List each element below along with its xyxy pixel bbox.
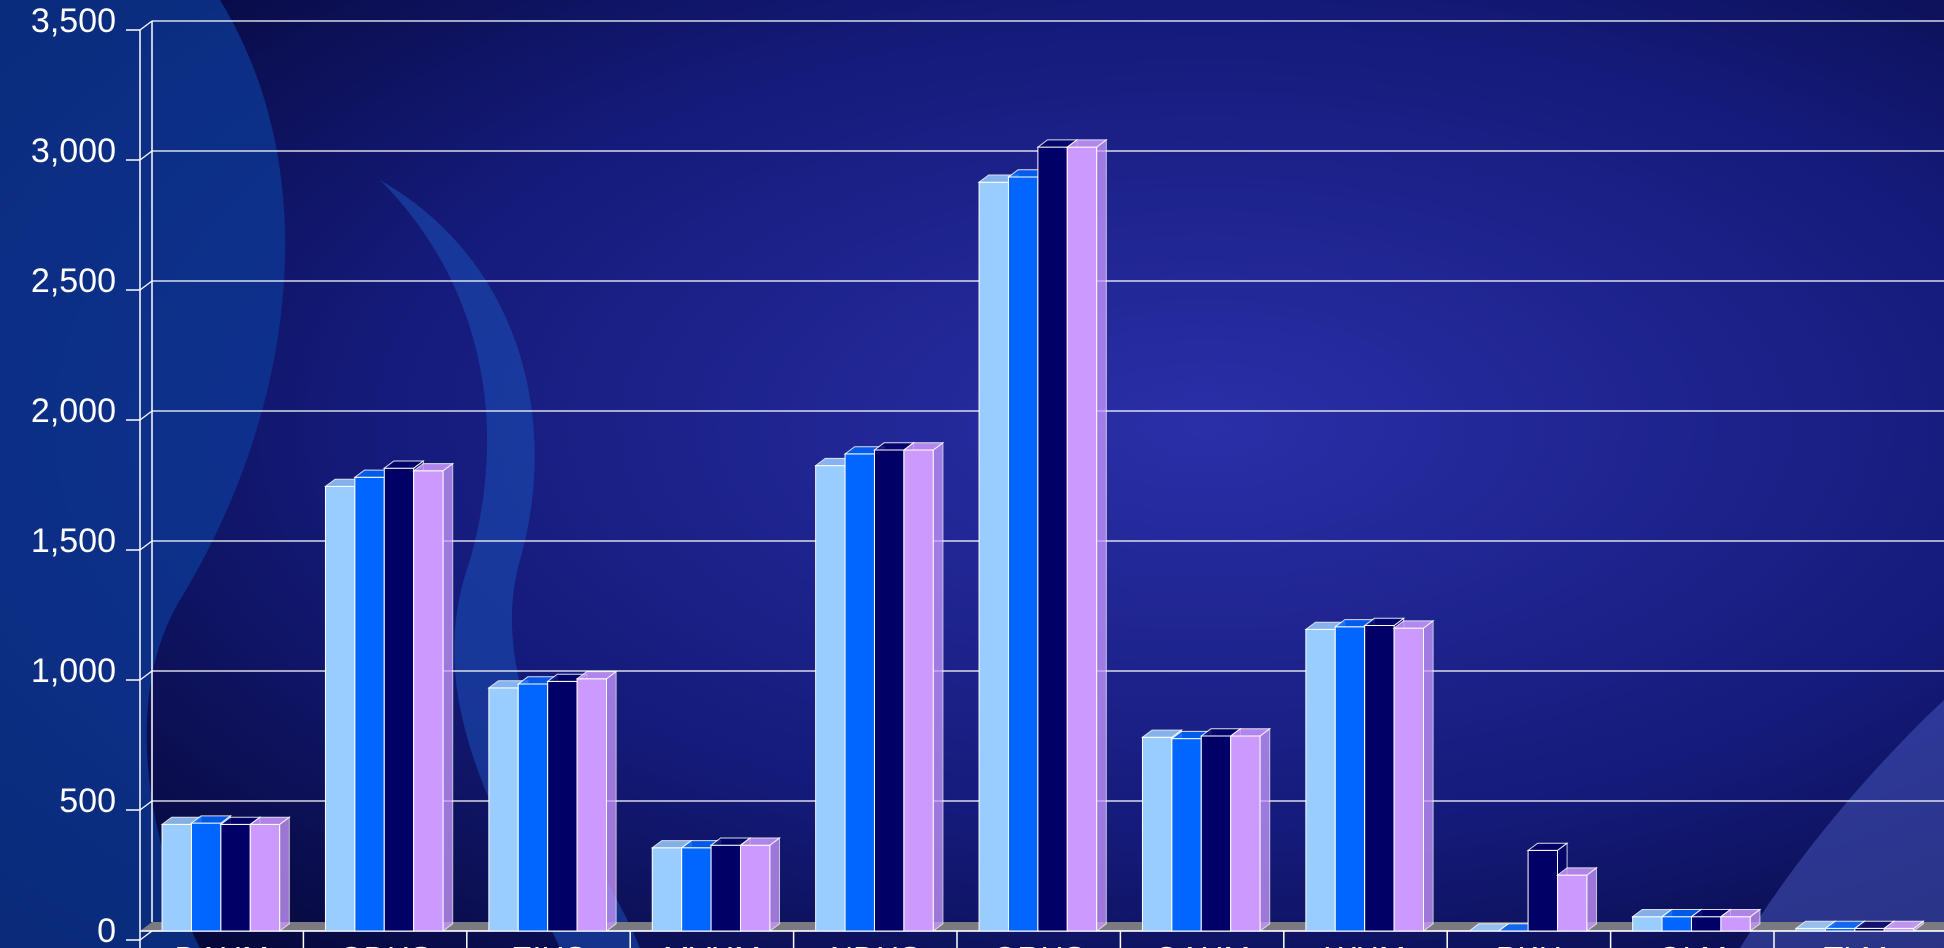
bar (815, 465, 846, 932)
bar (190, 822, 222, 932)
grid-wall (139, 930, 153, 941)
bar (844, 453, 875, 932)
bar (354, 476, 385, 932)
bar (488, 687, 519, 932)
bar (383, 467, 415, 932)
bar (1200, 735, 1232, 932)
bar (681, 847, 712, 932)
bar-side (606, 670, 617, 933)
bar (413, 470, 444, 932)
bar (547, 680, 578, 932)
bar (1527, 849, 1558, 932)
bar-top (382, 460, 425, 469)
bar (903, 449, 934, 932)
bar-top (248, 816, 291, 825)
bar-top (1140, 729, 1183, 738)
bar (1066, 146, 1098, 932)
bar (324, 485, 356, 932)
decor-swoosh (380, 180, 640, 948)
bar-side (1423, 619, 1434, 932)
bar-top (1526, 842, 1569, 851)
decor-swoosh (1740, 700, 1944, 948)
bar-top (189, 815, 232, 824)
bar (1141, 736, 1173, 932)
bar (1690, 916, 1722, 932)
bar-side (1586, 866, 1598, 933)
grid-wall (139, 670, 153, 681)
bar (161, 823, 192, 932)
y-tick-label: 3,000 (31, 132, 116, 170)
bar-side (932, 441, 944, 933)
bar (1632, 916, 1663, 932)
bar-side (1259, 727, 1271, 933)
bar-top (575, 671, 618, 680)
bar (1171, 738, 1202, 932)
bar-side (1096, 138, 1107, 933)
y-tick-label: 0 (97, 912, 116, 948)
bar-top (1363, 617, 1406, 626)
bar-top (1229, 728, 1272, 737)
bar (220, 823, 251, 932)
bar (576, 678, 608, 932)
bar (1037, 146, 1068, 932)
x-tick-label: PKH (1496, 940, 1562, 948)
bar (1007, 176, 1039, 932)
bar-top (412, 463, 455, 472)
bar-side (279, 816, 290, 933)
y-tick-label: 3,500 (31, 2, 116, 40)
bar-top (1719, 909, 1762, 918)
bar (517, 683, 549, 932)
y-tick-label: 1,500 (31, 522, 116, 560)
y-tick-label: 1,000 (31, 652, 116, 690)
bar-top (1555, 867, 1599, 876)
bar (1720, 916, 1751, 932)
bar-side (769, 837, 781, 932)
x-tick-label: EIHS (511, 940, 586, 948)
bar (1334, 626, 1366, 932)
decor-swoosh (0, 0, 286, 948)
bar (249, 823, 281, 932)
x-tick-label: MVHM (663, 940, 761, 948)
x-tick-label: ODHS (339, 940, 431, 948)
x-tick-label: OAHM (1154, 940, 1250, 948)
bar (739, 844, 771, 932)
grid-wall (139, 540, 153, 551)
bar (1556, 874, 1588, 932)
bar-top (1392, 620, 1435, 629)
x-tick-label: WHM (1326, 940, 1406, 948)
bar (1364, 625, 1395, 932)
x-tick-label: NDHS (830, 940, 921, 948)
bar (710, 844, 741, 932)
bar-side (442, 462, 454, 933)
grid-wall (139, 150, 153, 161)
bar-top (902, 442, 945, 451)
x-tick-label: ORHS (992, 940, 1084, 948)
y-tick-label: 2,000 (31, 392, 116, 430)
bar (873, 449, 905, 932)
bar (978, 181, 1009, 932)
bar (1393, 627, 1425, 932)
bar (651, 847, 683, 932)
y-tick-label: 2,500 (31, 262, 116, 300)
bar (1661, 916, 1692, 932)
grid-wall (139, 280, 153, 291)
bar-top (1882, 920, 1925, 929)
x-tick-label: OLM (1658, 940, 1727, 948)
grid-wall (139, 410, 153, 421)
grid-wall (139, 800, 153, 811)
bar (1230, 735, 1261, 932)
bar-top (738, 837, 782, 846)
grid-wall (139, 20, 153, 31)
x-tick-label: DAHM (175, 940, 269, 948)
bar-top (1065, 139, 1108, 148)
x-tick-label: TLM (1824, 940, 1888, 948)
bar (1305, 628, 1336, 932)
y-tick-label: 500 (59, 782, 116, 820)
